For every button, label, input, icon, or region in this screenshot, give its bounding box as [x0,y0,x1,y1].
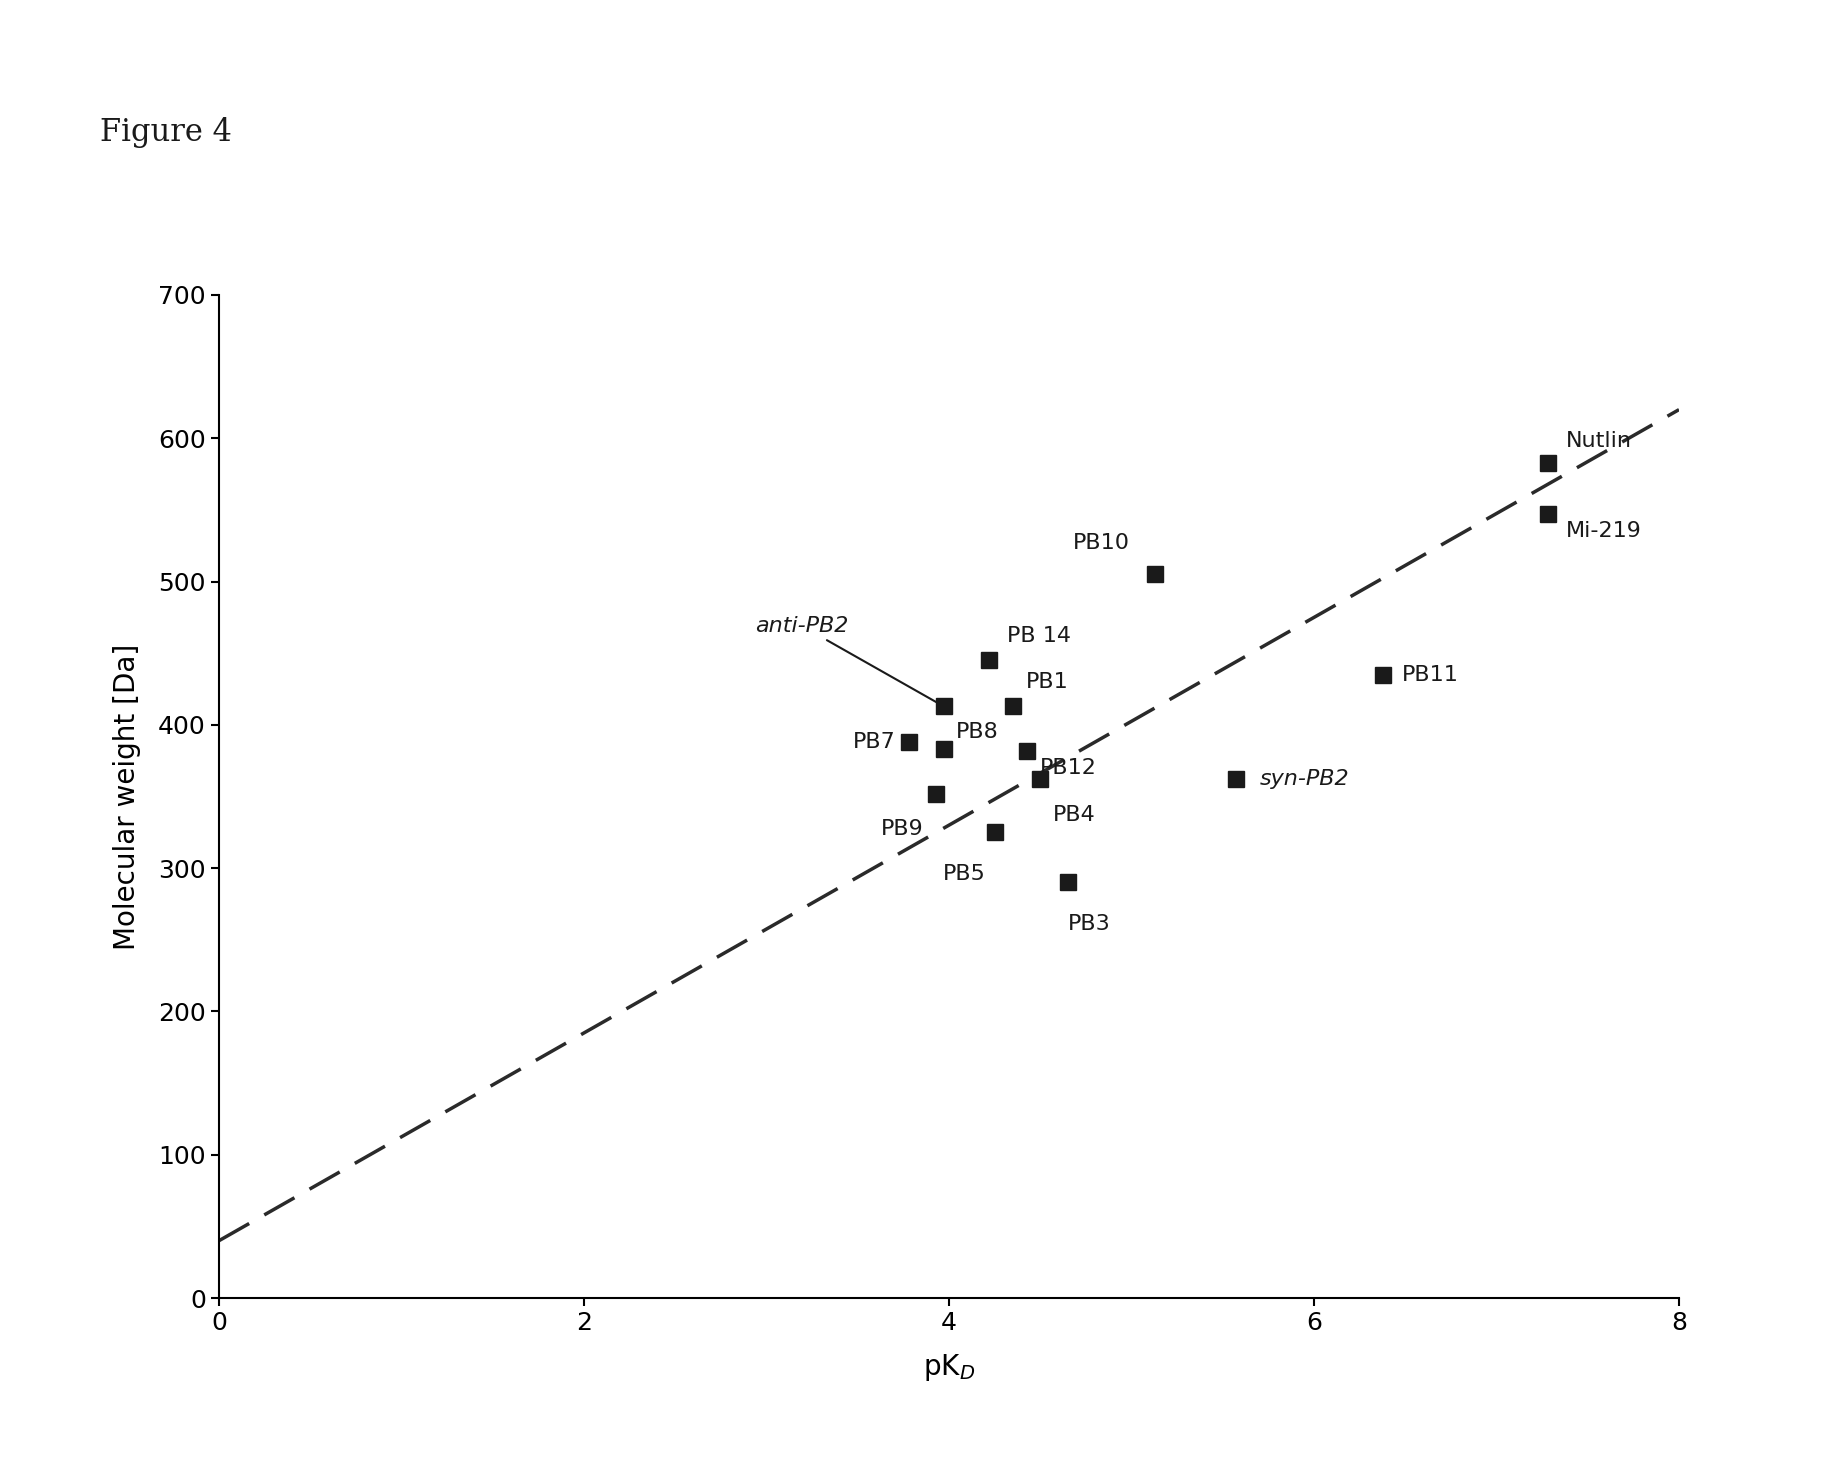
Text: PB5: PB5 [944,864,986,884]
Text: PB12: PB12 [1040,758,1097,777]
Text: PB8: PB8 [956,723,998,742]
Text: PB11: PB11 [1402,665,1458,684]
X-axis label: pK$_D$: pK$_D$ [923,1353,975,1384]
Text: anti-PB2: anti-PB2 [756,617,942,705]
Text: PB4: PB4 [1053,805,1095,825]
Y-axis label: Molecular weight [Da]: Molecular weight [Da] [113,643,141,950]
Text: PB7: PB7 [854,732,896,752]
Text: PB3: PB3 [1068,914,1110,934]
Text: syn-PB2: syn-PB2 [1259,770,1349,789]
Text: PB10: PB10 [1073,532,1130,553]
Text: PB 14: PB 14 [1007,625,1071,646]
Text: Nutlin: Nutlin [1566,431,1632,451]
Text: PB1: PB1 [1026,673,1068,692]
Text: PB9: PB9 [881,820,923,839]
Text: Mi-219: Mi-219 [1566,521,1642,541]
Text: Figure 4: Figure 4 [100,117,232,148]
